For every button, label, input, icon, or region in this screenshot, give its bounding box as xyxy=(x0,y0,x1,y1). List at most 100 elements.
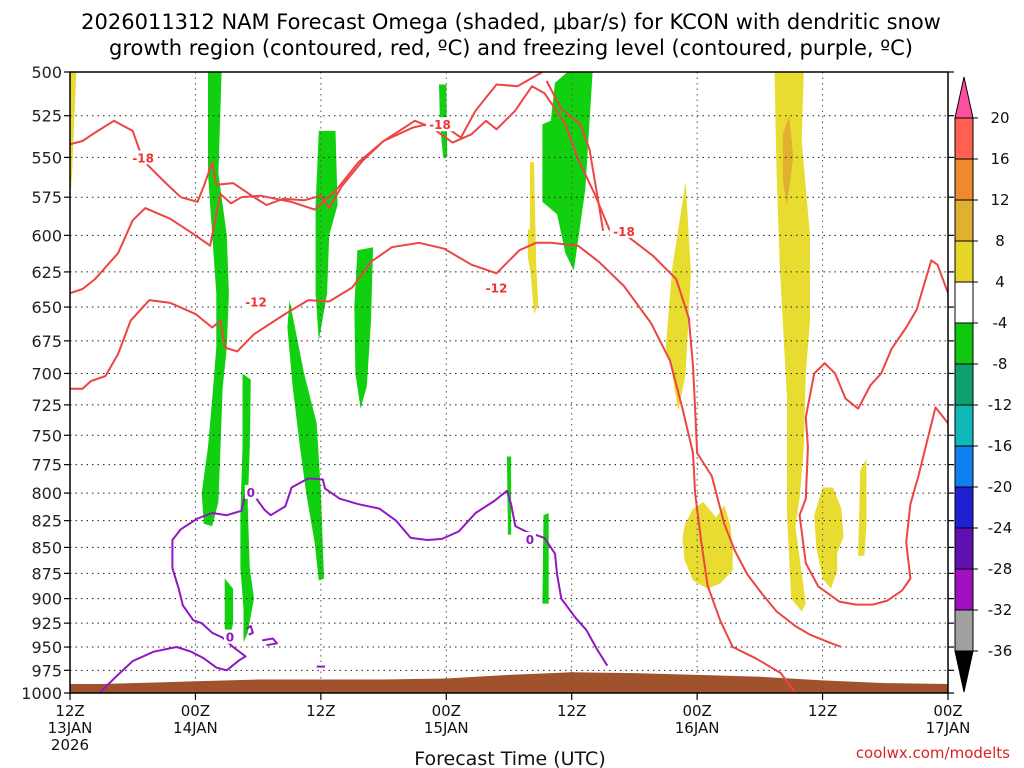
contour-label-bg-3 xyxy=(242,294,271,309)
x-tick-label-12-2: 14JAN xyxy=(173,719,218,737)
x-tick-label-84-2: 17JAN xyxy=(926,719,971,737)
purple-contour-2 xyxy=(262,637,278,647)
colorbar-segment-2 xyxy=(954,158,974,201)
freezing-level-contours xyxy=(98,477,609,693)
omega-region-16 xyxy=(814,487,844,589)
omega-region-18 xyxy=(782,115,794,205)
x-tick-label-60-2: 16JAN xyxy=(675,719,720,737)
y-tick-label-800: 800 xyxy=(31,484,62,503)
colorbar-bottom-arrow xyxy=(954,650,974,693)
colorbar-label-1: 16 xyxy=(990,150,1009,168)
omega-shading-layer xyxy=(70,72,867,643)
colorbar-segment-4 xyxy=(954,240,974,283)
colorbar-segment-12 xyxy=(954,568,974,611)
omega-region-15 xyxy=(682,502,733,589)
y-tick-label-650: 650 xyxy=(31,298,62,317)
colorbar-label-0: 20 xyxy=(990,109,1009,127)
y-tick-label-725: 725 xyxy=(31,396,62,415)
y-tick-label-1000: 1000 xyxy=(21,684,62,703)
terrain-fill xyxy=(70,672,948,693)
colorbar-segment-6 xyxy=(954,322,974,365)
y-tick-label-975: 975 xyxy=(31,661,62,680)
omega-region-5 xyxy=(354,247,374,409)
colorbar-label-11: -28 xyxy=(988,560,1013,578)
colorbar-label-5: -4 xyxy=(993,314,1008,332)
colorbar-label-8: -16 xyxy=(988,437,1013,455)
x-tick-label-60-1: 00Z xyxy=(682,702,711,720)
colorbar-label-13: -36 xyxy=(988,642,1013,660)
x-tick-label-0-1: 12Z xyxy=(55,702,84,720)
y-tick-label-500: 500 xyxy=(31,63,62,82)
colorbar-segment-8 xyxy=(954,404,974,447)
y-tick-label-625: 625 xyxy=(31,263,62,282)
contour-label-0: -18 xyxy=(132,151,154,165)
contour-label-4: -12 xyxy=(486,282,508,296)
y-tick-label-750: 750 xyxy=(31,426,62,445)
x-tick-label-12-1: 00Z xyxy=(181,702,210,720)
omega-region-13 xyxy=(665,181,691,411)
red-contour--12-4 xyxy=(798,259,948,606)
omega-region-2 xyxy=(224,578,234,643)
omega-region-9 xyxy=(542,72,593,271)
omega-region-17 xyxy=(858,458,867,556)
colorbar-label-4: 4 xyxy=(995,273,1005,291)
omega-region-4 xyxy=(315,130,338,341)
contour-label-bg-2 xyxy=(609,223,638,238)
chart-title-line-2: growth region (contoured, red, ºC) and f… xyxy=(109,36,913,60)
x-tick-label-0-2: 13JAN xyxy=(48,719,93,737)
contour-label-bg-7 xyxy=(223,629,236,644)
colorbar-label-7: -12 xyxy=(988,396,1013,414)
contour-label-3: -12 xyxy=(245,296,267,310)
y-tick-label-825: 825 xyxy=(31,512,62,531)
red-contour--18-0 xyxy=(70,72,543,210)
contour-label-5: 0 xyxy=(247,486,255,500)
x-tick-label-0-3: 2026 xyxy=(51,736,89,754)
colorbar-segment-9 xyxy=(954,445,974,488)
dendritic-temperature-contours xyxy=(70,72,948,693)
colorbar-label-12: -32 xyxy=(988,601,1013,619)
contour-label-bg-0 xyxy=(129,150,158,165)
y-tick-label-950: 950 xyxy=(31,638,62,657)
omega-region-12 xyxy=(527,229,535,287)
colorbar-segment-1 xyxy=(954,117,974,160)
contour-label-1: -18 xyxy=(429,118,451,132)
colorbar-segment-13 xyxy=(954,609,974,652)
y-tick-label-925: 925 xyxy=(31,614,62,633)
colorbar-segment-11 xyxy=(954,527,974,570)
contour-label-bg-4 xyxy=(482,280,511,295)
x-tick-label-36-1: 00Z xyxy=(432,702,461,720)
red-contour--18-1 xyxy=(545,80,605,232)
x-tick-label-24-1: 12Z xyxy=(306,702,335,720)
y-tick-label-875: 875 xyxy=(31,564,62,583)
chart-title-line-1: 2026011312 NAM Forecast Omega (shaded, μ… xyxy=(81,10,941,34)
colorbar-label-10: -24 xyxy=(988,519,1013,537)
grid-layer xyxy=(70,72,948,693)
y-tick-label-700: 700 xyxy=(31,364,62,383)
terrain-layer xyxy=(70,672,948,693)
plot-frame xyxy=(69,71,949,694)
x-tick-label-48-1: 12Z xyxy=(557,702,586,720)
contour-label-7: 0 xyxy=(226,631,234,645)
red-contour--12-2 xyxy=(70,85,842,648)
x-tick-label-36-2: 15JAN xyxy=(424,719,469,737)
y-tick-label-575: 575 xyxy=(31,188,62,207)
contour-label-2: -18 xyxy=(613,225,635,239)
purple-contour-0 xyxy=(98,477,609,693)
purple-contour-1 xyxy=(246,625,254,636)
credit-text: coolwx.com/modelts xyxy=(856,744,1010,762)
x-tick-label-72-1: 12Z xyxy=(808,702,837,720)
contour-labels: -18 -18 -18 -12 -12 0 0 0 xyxy=(129,117,638,645)
colorbar-label-2: 12 xyxy=(990,191,1009,209)
y-tick-label-675: 675 xyxy=(31,332,62,351)
colorbar-label-9: -20 xyxy=(988,478,1013,496)
colorbar-label-6: -8 xyxy=(993,355,1008,373)
y-tick-label-550: 550 xyxy=(31,148,62,167)
y-tick-label-600: 600 xyxy=(31,226,62,245)
omega-region-8 xyxy=(542,513,549,604)
y-tick-label-525: 525 xyxy=(31,107,62,126)
y-tick-label-775: 775 xyxy=(31,456,62,475)
x-axis-label: Forecast Time (UTC) xyxy=(414,748,605,768)
colorbar-top-arrow xyxy=(954,76,974,119)
